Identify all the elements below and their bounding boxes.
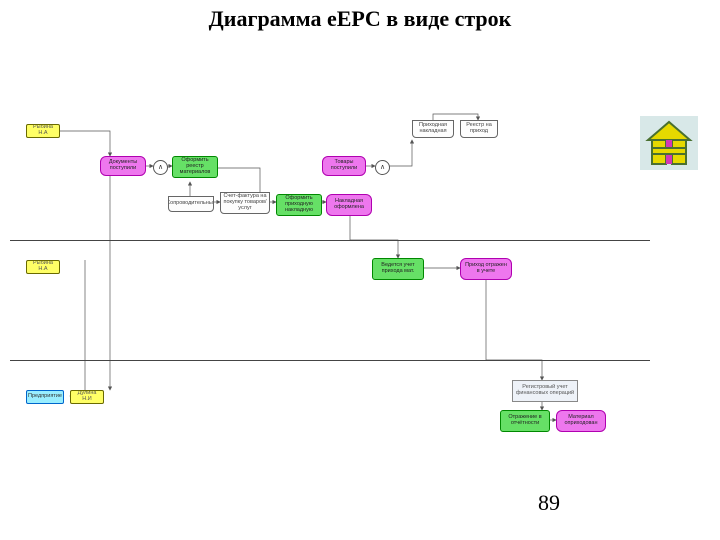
node-doc4: Реестр на приход: [460, 120, 498, 138]
node-pred: Предприятие: [26, 390, 64, 404]
node-ev4: Приход отражен в учете: [460, 258, 512, 280]
node-fn3: Ведется учет прихода мат.: [372, 258, 424, 280]
node-actor2: Рыбина Н.А: [26, 260, 60, 274]
lane-separator-2: [10, 360, 650, 361]
connector-c1: ∧: [153, 160, 168, 175]
lane-separator-1: [10, 240, 650, 241]
node-doc3: Приходная накладная: [412, 120, 454, 138]
node-ev5: Материал оприходован: [556, 410, 606, 432]
node-fn2: Оформить приходную накладную: [276, 194, 322, 216]
node-doc1: Сопроводительные: [168, 196, 214, 212]
edge-0: [60, 131, 110, 156]
edge-11: [388, 140, 412, 166]
node-ev3: Товары поступили: [322, 156, 366, 176]
node-actor1: Рыбина Н.А: [26, 124, 60, 138]
node-fn1: Оформить реестр материалов: [172, 156, 218, 178]
node-fn4: Отражение в отчётности: [500, 410, 550, 432]
node-ev2: Накладная оформлена: [326, 194, 372, 216]
edge-2: [70, 260, 85, 396]
page-title: Диаграмма eEPC в виде строк: [0, 6, 720, 32]
node-doc2: Счет-фактура на покупку товаров/услуг: [220, 192, 270, 214]
node-ev1: Документы поступили: [100, 156, 146, 176]
diagram-canvas: Рыбина Н.А Рыбина Н.А Предприятие Дулина Н.…: [10, 100, 710, 480]
node-clu: Регистровый учет финансовых операций: [512, 380, 578, 402]
page-number: 89: [538, 490, 560, 516]
edge-13: [350, 216, 398, 258]
connector-c2: ∧: [375, 160, 390, 175]
edge-15: [486, 280, 542, 380]
node-actor3: Дулина Н.И: [70, 390, 104, 404]
